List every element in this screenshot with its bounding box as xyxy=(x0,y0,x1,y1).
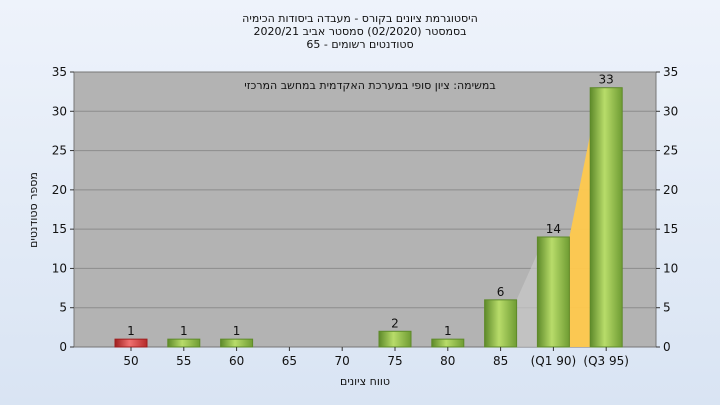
value-label-6: 1 xyxy=(444,324,452,338)
bar-50 xyxy=(114,338,148,348)
value-label-9: 33 xyxy=(599,73,614,87)
bars-group xyxy=(114,87,623,348)
right-y-tick-labels: 0 5 10 15 20 25 30 35 xyxy=(663,65,678,354)
x-tick-label-9: (Q3 95) xyxy=(583,354,629,368)
y-tick-label-left-1: 5 xyxy=(59,301,67,315)
x-tick-labels: 50 55 60 65 70 75 80 85 (Q1 90) (Q3 95) xyxy=(123,347,629,368)
bar-55 xyxy=(167,338,201,348)
left-y-tick-labels: 0 5 10 15 20 25 30 35 xyxy=(52,65,67,354)
bar-85 xyxy=(484,299,518,348)
y-tick-label-right-2: 10 xyxy=(663,261,678,275)
y-tick-label-right-4: 20 xyxy=(663,183,678,197)
bar-(Q1 90) xyxy=(536,236,570,348)
value-label-8: 14 xyxy=(546,222,561,236)
y-tick-label-right-3: 15 xyxy=(663,222,678,236)
y-tick-label-right-5: 25 xyxy=(663,144,678,158)
value-label-0: 1 xyxy=(127,324,135,338)
value-label-5: 2 xyxy=(391,316,399,330)
bar-75 xyxy=(378,330,412,348)
x-tick-label-4: 70 xyxy=(335,354,350,368)
chart-title-line-2: בסמסטר (02/2020) סמסטר אביב 2020/21 xyxy=(253,25,466,38)
bar-60 xyxy=(220,338,254,348)
x-tick-label-1: 55 xyxy=(176,354,191,368)
chart-title-line-1: היסטוגרמת ציונים בקורס - מעבדה ביסודות ה… xyxy=(242,12,478,25)
x-tick-label-7: 85 xyxy=(493,354,508,368)
chart-annotation: במשימה: ציון סופי במערכת האקדמית במחשב ה… xyxy=(244,79,495,92)
y-tick-label-left-6: 30 xyxy=(52,104,67,118)
y-tick-label-left-2: 10 xyxy=(52,261,67,275)
x-tick-label-2: 60 xyxy=(229,354,244,368)
value-label-2: 1 xyxy=(233,324,241,338)
chart-title-line-3: סטודנטים רשומים - 65 xyxy=(306,38,413,51)
y-tick-label-left-0: 0 xyxy=(59,340,67,354)
quartile-band-shape xyxy=(569,134,591,347)
y-tick-label-left-7: 35 xyxy=(52,65,67,79)
bar-80 xyxy=(431,338,465,348)
y-axis-label: מספר סטודנטים xyxy=(27,172,40,248)
bar-(Q3 95) xyxy=(589,87,623,348)
y-tick-label-right-7: 35 xyxy=(663,65,678,79)
x-tick-label-5: 75 xyxy=(387,354,402,368)
y-tick-label-left-3: 15 xyxy=(52,222,67,236)
y-tick-label-left-4: 20 xyxy=(52,183,67,197)
value-labels-group: 1 1 1 2 1 6 14 33 xyxy=(127,73,614,338)
quartile-band xyxy=(516,134,591,347)
y-tick-label-right-1: 5 xyxy=(663,301,671,315)
y-tick-label-left-5: 25 xyxy=(52,144,67,158)
value-label-1: 1 xyxy=(180,324,188,338)
y-tick-label-right-0: 0 xyxy=(663,340,671,354)
value-label-7: 6 xyxy=(497,285,505,299)
x-tick-label-3: 65 xyxy=(282,354,297,368)
y-tick-label-right-6: 30 xyxy=(663,104,678,118)
trend-shadow xyxy=(516,253,538,347)
x-axis-label: טווח ציונים xyxy=(340,375,390,388)
x-tick-label-8: (Q1 90) xyxy=(531,354,577,368)
x-tick-label-0: 50 xyxy=(123,354,138,368)
x-tick-label-6: 80 xyxy=(440,354,455,368)
